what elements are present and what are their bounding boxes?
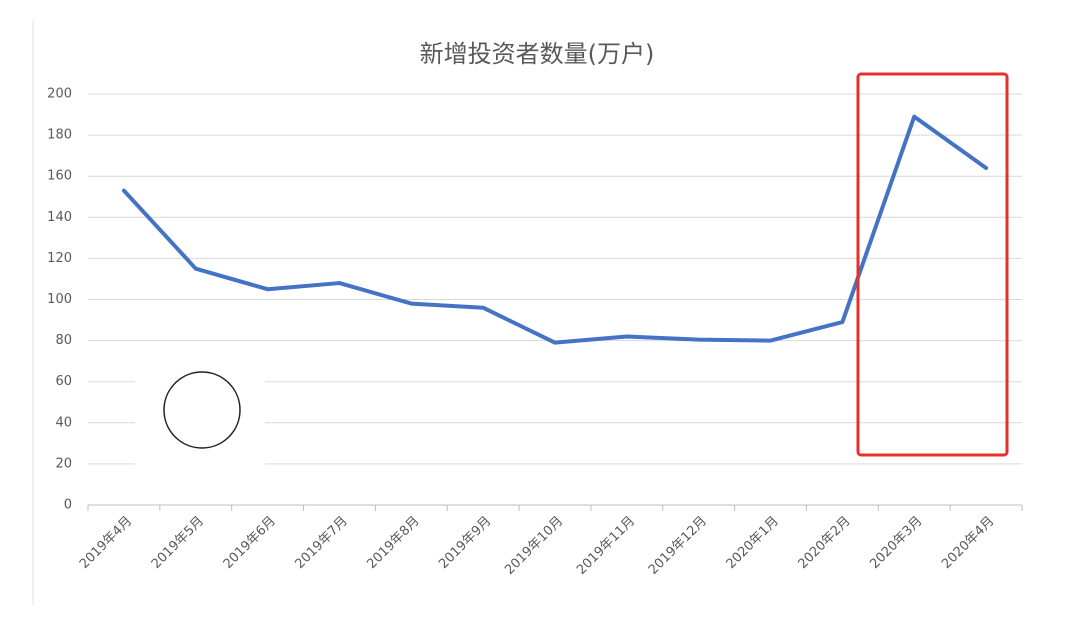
watermark: [135, 366, 265, 466]
chart-title: 新增投资者数量(万户): [420, 40, 655, 68]
x-tick-label: 2019年5月: [149, 514, 207, 572]
x-tick-label: 2019年4月: [77, 514, 135, 572]
x-tick-label: 2020年1月: [724, 514, 782, 572]
x-tick-label: 2019年8月: [364, 514, 422, 572]
plot-area: 0 20 40 60 80 100 120 140 160 180 200 2019年4月 2019年5…: [47, 87, 1023, 578]
x-tick-label: 2019年10月: [502, 514, 566, 578]
y-tick-label: 200: [47, 87, 72, 102]
y-tick-label: 40: [55, 415, 72, 430]
y-tick-label: 20: [55, 456, 72, 471]
x-tick-label: 2019年9月: [436, 514, 494, 572]
y-tick-label: 180: [47, 128, 72, 143]
y-tick-label: 80: [55, 333, 72, 348]
x-tick-label: 2020年4月: [939, 514, 997, 572]
x-tick-label: 2019年6月: [221, 514, 279, 572]
y-tick-label: 60: [55, 374, 72, 389]
x-tick-label: 2019年7月: [293, 514, 351, 572]
x-tick-label: 2019年12月: [646, 514, 710, 578]
x-tick-label: 2020年2月: [795, 514, 853, 572]
y-tick-label: 0: [64, 498, 72, 513]
highlight-box: [856, 72, 1009, 457]
x-tick-label: 2019年11月: [574, 514, 638, 578]
data-line: [121, 114, 989, 345]
y-tick-label: 100: [47, 292, 72, 307]
y-tick-label: 160: [47, 169, 72, 184]
x-tick-label: 2020年3月: [867, 514, 925, 572]
y-tick-label: 120: [47, 251, 72, 266]
watermark-stamp: [163, 371, 241, 449]
y-tick-label: 140: [47, 210, 72, 225]
